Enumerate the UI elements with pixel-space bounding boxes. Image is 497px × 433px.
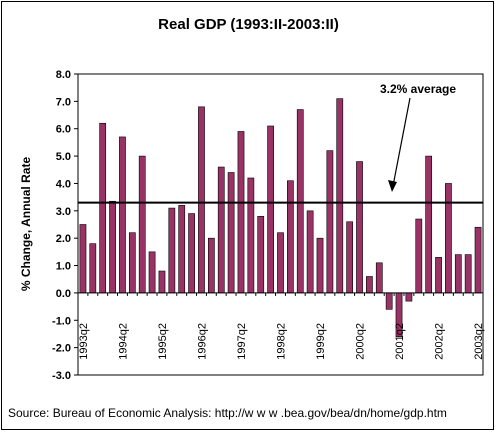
- x-tick-label: 2003q2: [473, 323, 485, 360]
- y-tick-label: 2.0: [56, 233, 71, 245]
- bar: [454, 254, 462, 294]
- bar: [267, 125, 274, 294]
- bar: [207, 237, 215, 294]
- bar: [138, 155, 146, 294]
- x-tick-label: 1994q2: [118, 323, 130, 360]
- bar: [326, 150, 334, 294]
- bar: [198, 106, 205, 294]
- bar: [168, 207, 176, 294]
- bar: [148, 251, 156, 294]
- annotation-arrowhead: [388, 180, 397, 192]
- bar: [79, 224, 87, 294]
- x-tick-label: 2000q2: [355, 323, 367, 360]
- y-tick-label: 5.0: [56, 151, 71, 163]
- x-axis-ticks: 1993q2 1994q2 1995q2 1996q2 1997q2 1998q2 1999…: [77, 292, 485, 360]
- bar: [237, 131, 245, 294]
- bar: [445, 183, 452, 294]
- bar: [178, 205, 186, 294]
- source-note: Source: Bureau of Economic Analysis: htt…: [8, 406, 447, 420]
- bar: [464, 254, 472, 294]
- bar: [287, 180, 294, 294]
- x-tick-label: 1995q2: [157, 323, 169, 360]
- bar: [316, 237, 324, 294]
- x-tick-label: 1993q2: [78, 323, 90, 360]
- y-tick-label: -3.0: [52, 370, 71, 382]
- bar: [109, 200, 116, 294]
- bar: [277, 232, 284, 294]
- bar: [227, 172, 235, 294]
- bar: [158, 270, 166, 294]
- bar: [356, 161, 363, 294]
- chart-title: Real GDP (1993:II-2003:II): [158, 16, 339, 33]
- bar: [119, 136, 126, 294]
- x-tick-label: 1997q2: [236, 323, 248, 360]
- y-tick-label: 4.0: [56, 178, 71, 190]
- bar: [306, 210, 314, 294]
- x-tick-label: 1996q2: [197, 323, 209, 360]
- y-tick-label: 7.0: [56, 96, 71, 108]
- bar: [346, 221, 353, 294]
- bar: [217, 166, 225, 294]
- average-annotation: 3.2% average: [380, 82, 456, 96]
- bar: [89, 243, 97, 294]
- bar: [415, 218, 423, 294]
- bar: [247, 177, 255, 294]
- x-tick-label: 2001q2: [394, 323, 406, 360]
- y-tick-label: 8.0: [56, 69, 71, 81]
- bar: [188, 213, 195, 294]
- bar: [128, 232, 136, 294]
- y-tick-label: 6.0: [56, 124, 71, 136]
- bar: [385, 292, 393, 310]
- bar: [405, 292, 413, 302]
- bar: [375, 262, 383, 294]
- bar: [425, 155, 433, 294]
- annotation-arrow: [392, 97, 411, 187]
- bar: [435, 257, 442, 294]
- y-axis-ticks: 8.0 7.0 6.0 5.0 4.0 3.0 2.0 1.0 0.0 -1.0 -2.0 -3.0: [52, 69, 78, 382]
- x-tick-label: 2002q2: [434, 323, 446, 360]
- y-tick-label: -2.0: [52, 343, 71, 355]
- y-tick-label: 3.0: [56, 206, 71, 218]
- bar: [474, 226, 482, 294]
- bar: [257, 215, 265, 294]
- x-tick-label: 1998q2: [276, 323, 288, 360]
- y-tick-label: 1.0: [56, 261, 71, 273]
- x-tick-label: 1999q2: [315, 323, 327, 360]
- bar: [336, 98, 344, 294]
- bars-group: [79, 98, 482, 337]
- bar: [296, 109, 304, 294]
- y-tick-label: 0.0: [56, 288, 71, 300]
- y-tick-label: -1.0: [52, 315, 71, 327]
- bar: [366, 276, 373, 294]
- bar: [99, 122, 107, 294]
